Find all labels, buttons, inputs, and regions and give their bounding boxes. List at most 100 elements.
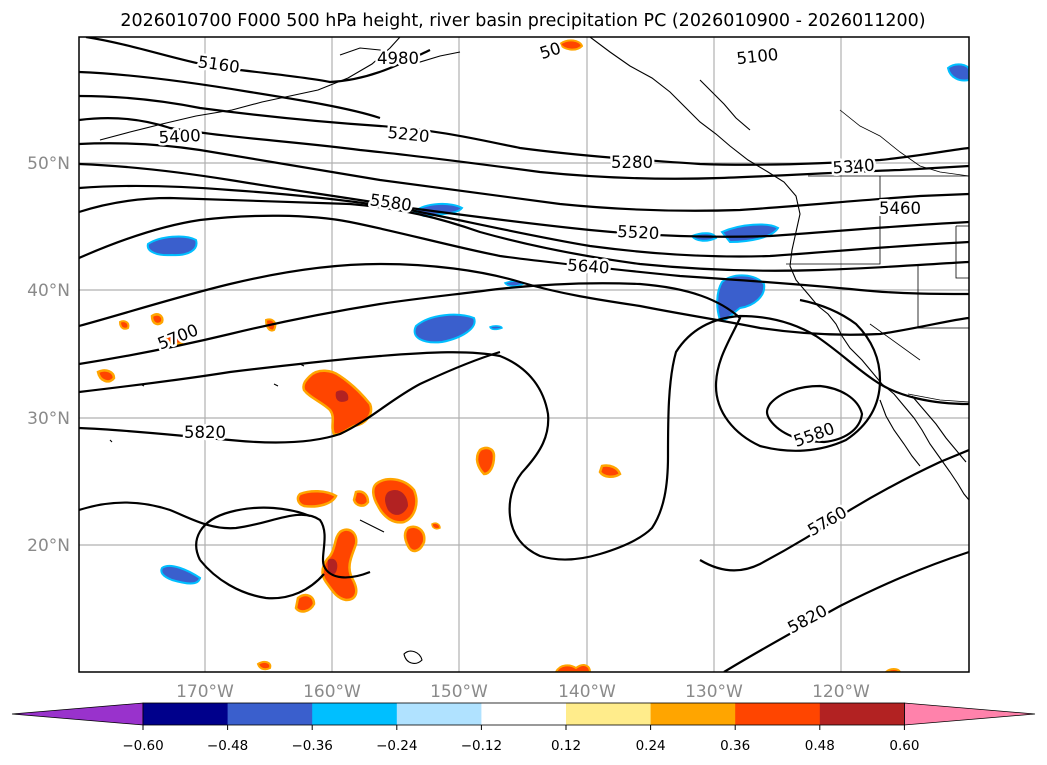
colorbar-tick-label: 0.48 [805, 738, 835, 754]
lat-label-20n: 20°N [27, 536, 70, 556]
colorbar-tick-label: −0.48 [207, 738, 248, 754]
colorbar-tick-label: −0.12 [461, 738, 502, 754]
colorbar-segment [819, 703, 905, 725]
colorbar-segment [481, 703, 567, 725]
colorbar-segment [735, 703, 821, 725]
islands [359, 519, 385, 533]
precip-anomaly-area [598, 464, 622, 478]
lon-label-130w: 130°W [685, 682, 743, 702]
precip-anomaly-area [385, 489, 408, 515]
colorbar-tick-label: 0.24 [636, 738, 666, 754]
precip-anomaly-area [150, 313, 164, 326]
precip-anomaly-area [118, 320, 130, 330]
hawaii-island [403, 650, 423, 664]
precip-anomaly-area [335, 390, 349, 402]
contour-label: 4980 [377, 49, 419, 68]
precip-anomaly-area [475, 446, 496, 476]
contour-line [79, 116, 969, 180]
colorbar-segment [143, 703, 229, 725]
lat-label-30n: 30°N [27, 409, 70, 429]
lon-label-170w: 170°W [176, 682, 234, 702]
precip-anomaly-area [321, 528, 358, 602]
contour-label: 5280 [611, 153, 653, 172]
lat-label-50n: 50°N [27, 154, 70, 174]
contour-line [723, 550, 969, 672]
contour-line [85, 37, 431, 84]
contour-line [79, 350, 501, 444]
precip-anomaly-area [946, 63, 969, 82]
lon-label-150w: 150°W [430, 682, 488, 702]
contour-line [699, 448, 969, 572]
precip-anomaly-area [160, 564, 202, 585]
precip-anomaly-area [296, 490, 338, 508]
contour-line [79, 70, 381, 120]
precip-anomaly-area [164, 333, 186, 346]
contour-label: 5460 [879, 199, 921, 218]
height-contours [79, 37, 969, 672]
precip-anomaly-area [146, 235, 198, 257]
colorbar-segment [312, 703, 398, 725]
contour-label: 5340 [832, 156, 875, 178]
coastlines [99, 37, 969, 664]
precip-anomaly-area [413, 313, 476, 344]
bc-islands-coast [699, 79, 751, 131]
contour-label: 5400 [158, 126, 201, 147]
baja-coast [879, 399, 921, 467]
precip-anomaly-area [352, 490, 370, 507]
colorbar-extend-high [904, 702, 1036, 726]
lon-label-120w: 120°W [812, 682, 870, 702]
colorbar-tick-label: −0.36 [292, 738, 333, 754]
contour-line [79, 214, 969, 296]
contour-line [79, 262, 969, 336]
precip-anomaly-area [403, 525, 426, 553]
latitude-labels: 50°N 40°N 30°N 20°N [27, 154, 70, 556]
north-america-west-coast [589, 37, 969, 501]
small-islands [109, 363, 305, 443]
map-panel [79, 37, 969, 672]
colorbar-segment [650, 703, 736, 725]
map-frame [78, 36, 970, 673]
precip-anomaly-area [294, 593, 316, 613]
alaska-canada-border [839, 109, 969, 177]
colorbar: −0.60 −0.48 −0.36 −0.24 −0.12 0.12 0.24 0.36 0.4… [11, 702, 1036, 754]
contour-line [195, 506, 311, 561]
colorbar-tick-label: 0.12 [551, 738, 581, 754]
contour-line [79, 282, 882, 452]
contour-line [79, 162, 969, 238]
colorbar-outline [142, 702, 905, 726]
contour-line [79, 314, 969, 561]
colorbar-tick-label: 0.36 [720, 738, 750, 754]
precip-anomaly-area [256, 660, 272, 671]
alaska-coast [339, 47, 461, 63]
colorbar-tick-label: −0.60 [122, 738, 163, 754]
colorbar-tick-label: −0.24 [376, 738, 417, 754]
precip-anomaly-area [489, 325, 503, 331]
longitude-labels: 170°W 160°W 150°W 140°W 130°W 120°W [176, 682, 870, 702]
aleutian-coast [99, 37, 401, 141]
us-mexico-border [907, 393, 969, 403]
map-title: 2026010700 F000 500 hPa height, river ba… [120, 11, 925, 31]
contour-line [79, 94, 969, 166]
positive-anomaly-areas [96, 39, 902, 672]
lon-label-140w: 140°W [558, 682, 616, 702]
contour-line [199, 559, 325, 600]
contour-line [79, 501, 371, 579]
colorbar-tick-label: 0.60 [889, 738, 919, 754]
gulf-coast [911, 395, 967, 463]
lon-label-160w: 160°W [303, 682, 361, 702]
colorbar-segment [396, 703, 482, 725]
contour-label: 5640 [567, 256, 610, 278]
precip-anomaly-area [431, 522, 441, 530]
contour-line [79, 142, 969, 212]
precip-anomaly-area [96, 369, 116, 383]
precip-anomaly-area [554, 664, 592, 672]
contour-label: 5520 [617, 222, 660, 243]
colorbar-extend-low [11, 702, 144, 726]
negative-anomaly-areas [146, 63, 969, 585]
contour-line [79, 196, 969, 272]
contour-label: 5820 [184, 423, 226, 442]
lat-label-40n: 40°N [27, 281, 70, 301]
ca-nv-border [869, 323, 921, 361]
contour-line [79, 184, 969, 258]
